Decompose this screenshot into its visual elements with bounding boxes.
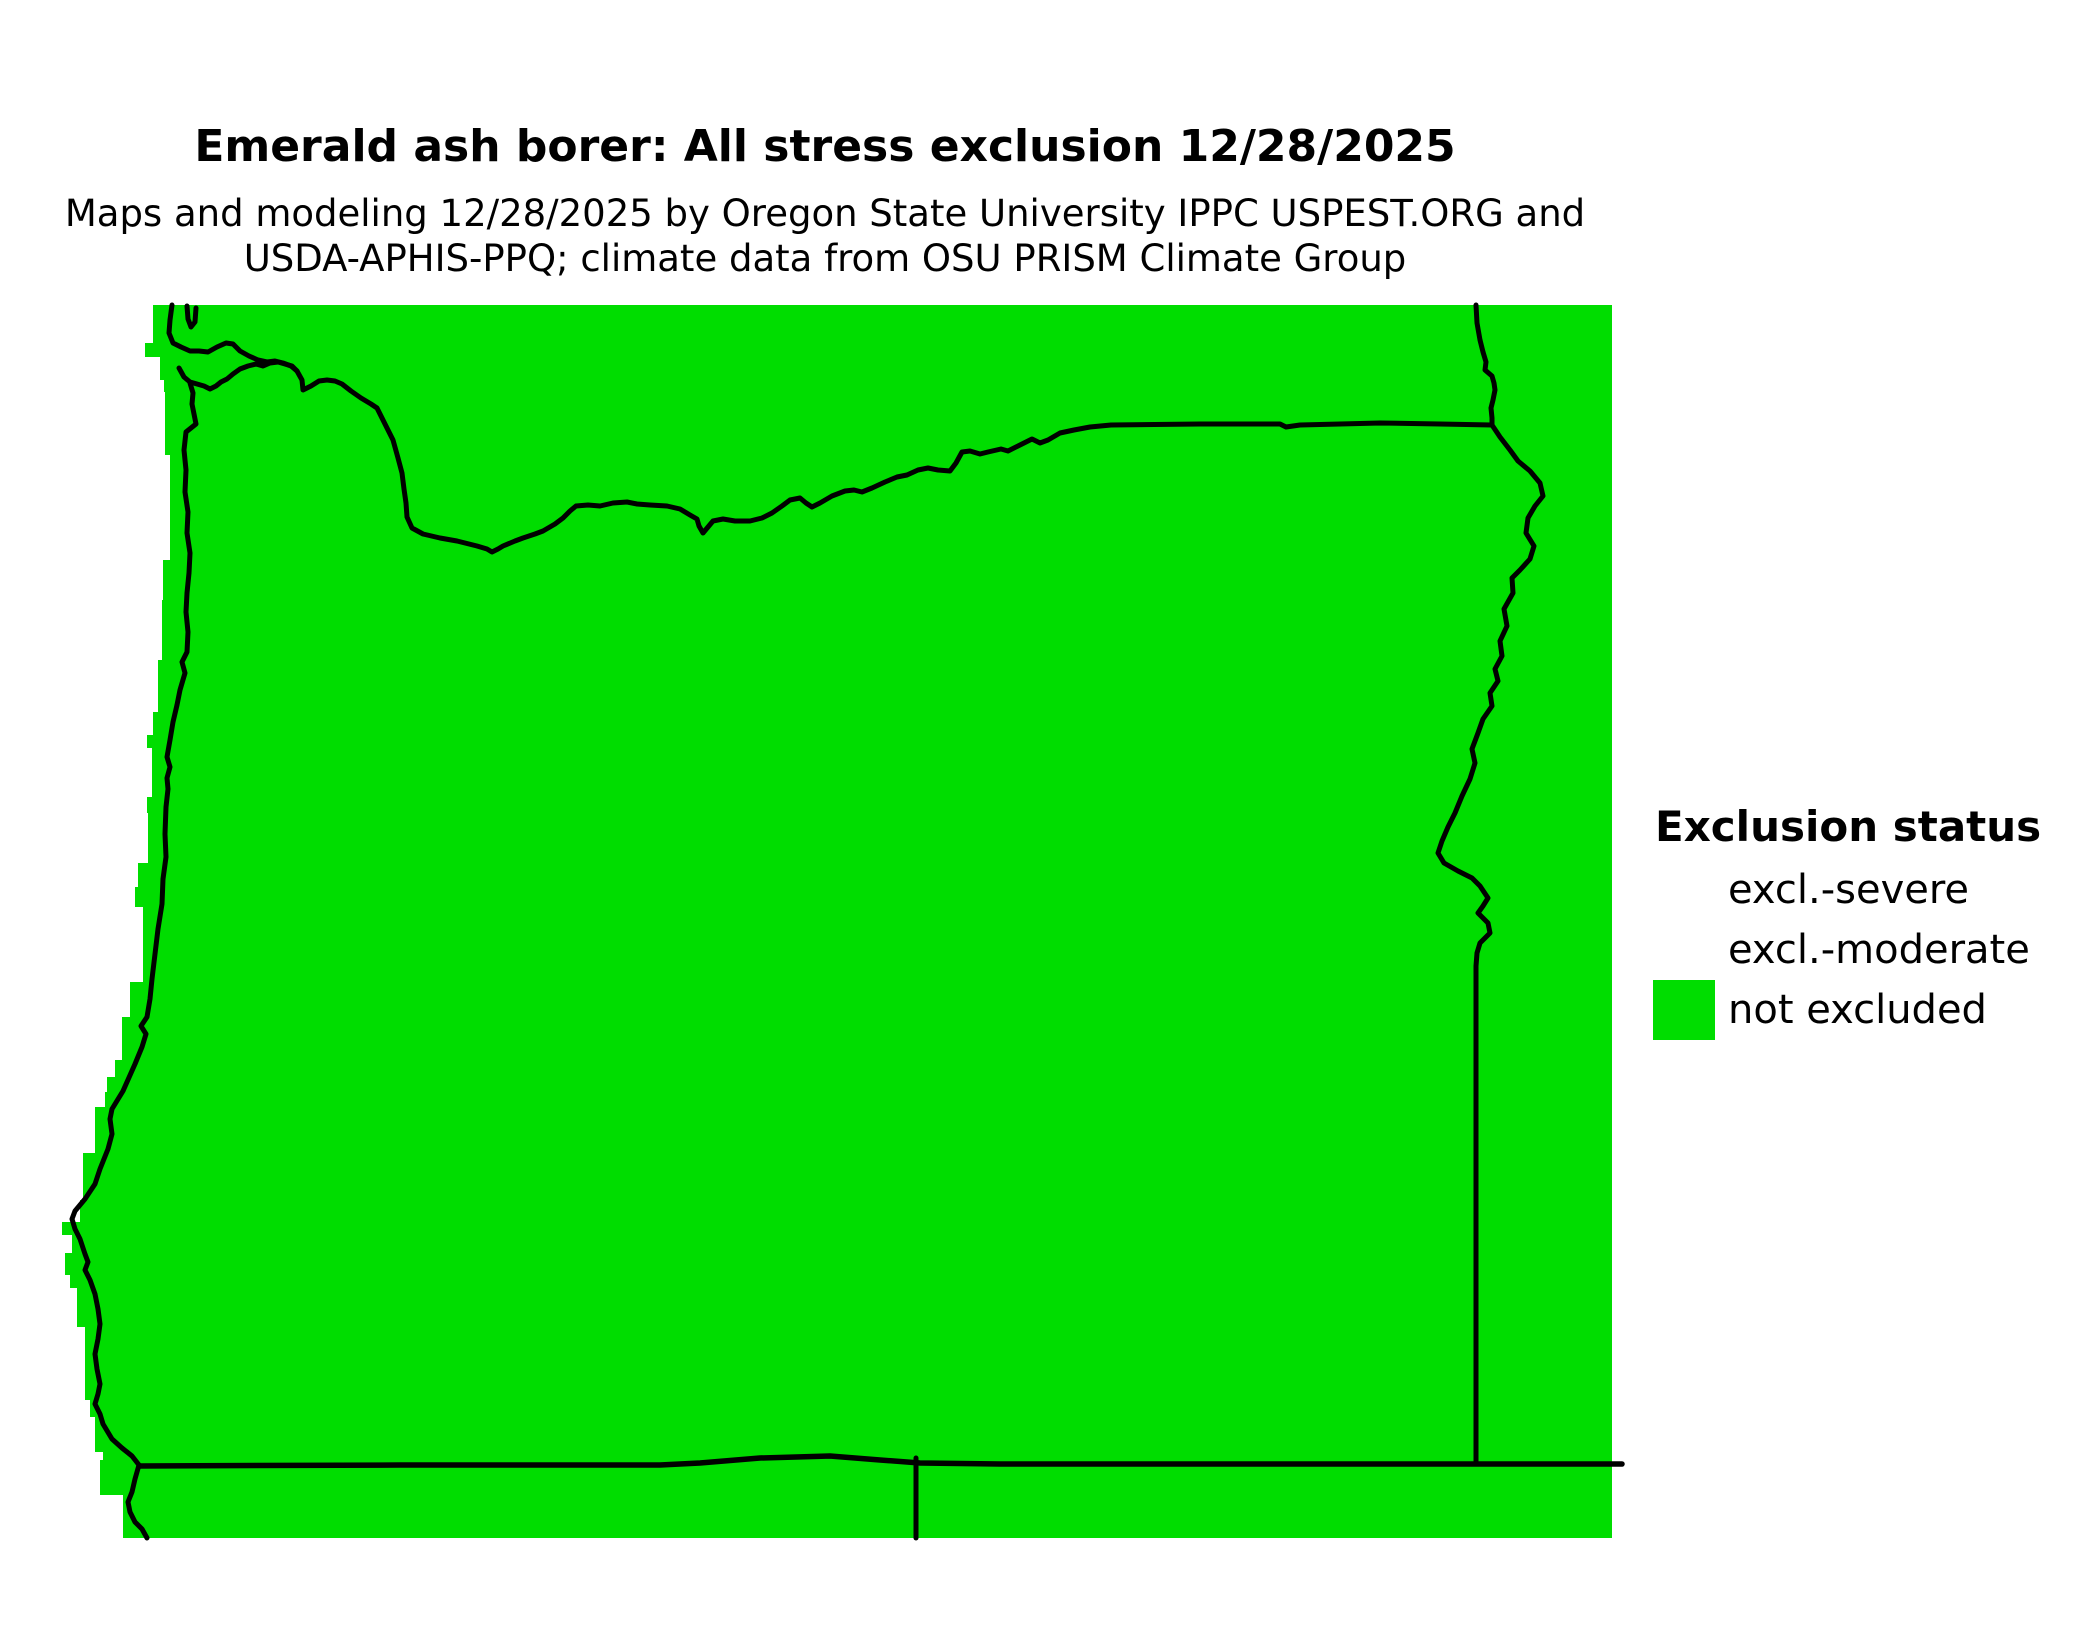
legend-item-label: excl.-severe [1728,867,1970,913]
legend-title: Exclusion status [1655,802,2042,851]
not-excluded-region [62,305,1612,1538]
legend-item-label: excl.-moderate [1728,927,2030,973]
header: Emerald ash borer: All stress exclusion … [0,122,1650,281]
columbia-river-border [166,302,1495,555]
subtitle-line-2: USDA-APHIS-PPQ; climate data from OSU PR… [243,237,1407,281]
subtitle-line-1: Maps and modeling 12/28/2025 by Oregon S… [64,192,1586,236]
snake-river-border [1435,422,1546,1467]
page-title: Emerald ash borer: All stress exclusion … [194,121,1456,172]
columbia-estuary-border [176,359,300,392]
excl-severe-swatch [1653,860,1715,920]
not-excluded-swatch [1653,980,1715,1040]
excl-moderate-swatch [1653,920,1715,980]
astoria-hook-border [184,303,199,330]
oregon-south-border [136,1453,1625,1469]
washington-idaho-border [1473,302,1498,428]
legend: Exclusion status excl.-severe excl.-mode… [1653,804,2093,1040]
pacific-coast-border [69,380,199,1541]
legend-item-excl-severe: excl.-severe [1653,860,2093,920]
legend-item-not-excluded: not excluded [1653,980,2093,1040]
page-subtitle: Maps and modeling 12/28/2025 by Oregon S… [0,191,1650,281]
legend-item-excl-moderate: excl.-moderate [1653,920,2093,980]
legend-item-label: not excluded [1728,987,1987,1033]
